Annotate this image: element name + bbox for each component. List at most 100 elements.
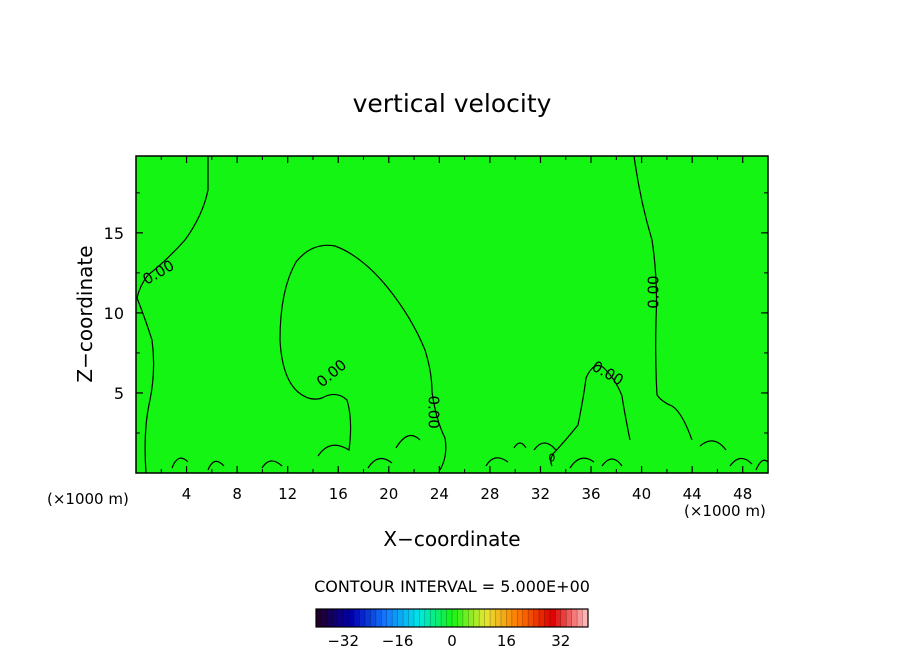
colorbar-segment <box>473 609 480 627</box>
colorbar-segment <box>375 609 382 627</box>
x-tick-label: 36 <box>581 485 600 503</box>
chart-title: vertical velocity <box>353 89 552 118</box>
colorbar-segment <box>321 609 328 627</box>
contour-label-5: 0 <box>548 452 555 465</box>
colorbar-segment <box>549 609 556 627</box>
colorbar-segment <box>359 609 366 627</box>
contour-line-15 <box>699 440 727 451</box>
velocity-field <box>136 156 768 473</box>
colorbar-segment <box>577 609 583 627</box>
colorbar-segment <box>381 609 388 627</box>
colorbar-segment <box>452 609 458 627</box>
contour-line-17 <box>755 459 769 471</box>
x-tick-label: 8 <box>232 485 242 503</box>
contour-line-0 <box>136 156 209 474</box>
y-tick-label: 5 <box>114 384 124 403</box>
contour-line-13 <box>569 457 595 469</box>
y-tick-label: 10 <box>104 304 124 323</box>
contour-line-7 <box>261 460 283 469</box>
contour-line-8 <box>367 457 393 469</box>
contour-line-6 <box>207 460 225 471</box>
colorbar-segment <box>343 609 350 627</box>
x-tick-label: 44 <box>683 485 702 503</box>
colorbar-segment <box>495 609 502 627</box>
y-axis-label: Z−coordinate <box>73 245 97 382</box>
x-tick-label: 12 <box>278 485 297 503</box>
colorbar-segment <box>435 609 442 627</box>
colorbar-segment <box>479 609 486 627</box>
contour-label-4: 0.00 <box>645 275 663 308</box>
colorbar-segment <box>392 609 398 627</box>
colorbar-tick-label: 0 <box>447 632 457 650</box>
contour-label-2: 0.00 <box>425 395 443 428</box>
contour-line-10 <box>485 457 509 467</box>
colorbar-segment <box>364 609 371 627</box>
colorbar-segment <box>413 609 420 627</box>
colorbar-segment <box>424 609 431 627</box>
colorbar-segment <box>560 609 567 627</box>
colorbar-segment <box>533 609 540 627</box>
x-axis-label: X−coordinate <box>383 527 520 551</box>
contour-line-14 <box>601 458 623 467</box>
x-tick-label: 4 <box>182 485 192 503</box>
colorbar-segment <box>506 609 513 627</box>
x-tick-label: 32 <box>531 485 550 503</box>
colorbar-segment <box>490 609 496 627</box>
y-tick-label: 15 <box>104 224 124 243</box>
colorbar-segment <box>522 609 529 627</box>
colorbar-segment <box>403 609 409 627</box>
contour-line-4 <box>551 365 631 456</box>
contour-line-12 <box>533 442 557 451</box>
x-tick-label: 16 <box>329 485 348 503</box>
colorbar-segment <box>571 609 578 627</box>
contour-line-9 <box>395 434 421 449</box>
x-tick-label: 24 <box>430 485 449 503</box>
colorbar-segment <box>386 609 393 627</box>
x-tick-label: 40 <box>632 485 651 503</box>
colorbar-segment <box>582 609 589 627</box>
x-tick-label: 48 <box>733 485 752 503</box>
plot-frame <box>135 155 769 474</box>
colorbar-tick-label: −16 <box>382 632 414 650</box>
colorbar-segment <box>517 609 524 627</box>
colorbar-segment <box>457 609 464 627</box>
y-axis-ticks: 5 10 15 <box>104 192 768 434</box>
colorbar-segment <box>500 609 507 627</box>
colorbar-segment <box>354 609 360 627</box>
colorbar-tick-labels: −32 −16 0 16 32 <box>327 632 570 650</box>
colorbar-tick-label: 16 <box>497 632 516 650</box>
zero-contour-lines <box>136 155 769 474</box>
colorbar-tick-label: 32 <box>551 632 570 650</box>
x-unit-left: (×1000 m) <box>47 490 129 508</box>
x-tick-label: 20 <box>379 485 398 503</box>
colorbar-segment <box>348 609 355 627</box>
colorbar-segment <box>484 609 491 627</box>
contour-interval-text: CONTOUR INTERVAL = 5.000E+00 <box>314 577 590 596</box>
colorbar-segment <box>419 609 426 627</box>
colorbar-segment <box>441 609 447 627</box>
contour-line-3 <box>633 155 693 441</box>
colorbar <box>315 608 589 628</box>
colorbar-segment <box>326 609 333 627</box>
contour-line-16 <box>729 457 753 467</box>
colorbar-segment <box>370 609 377 627</box>
colorbar-segment <box>468 609 475 627</box>
contour-line-2 <box>431 391 447 471</box>
colorbar-segment <box>332 609 339 627</box>
colorbar-segment <box>462 609 469 627</box>
contour-line-18 <box>550 453 554 467</box>
colorbar-segment <box>446 609 453 627</box>
plot-area: 0.000.000.000.000.000 4 8 12 16 20 24 28 32 36 40… <box>104 155 769 503</box>
contour-line-5 <box>171 457 189 469</box>
x-unit-right: (×1000 m) <box>684 502 766 520</box>
colorbar-segment <box>430 609 437 627</box>
colorbar-segment <box>544 609 551 627</box>
colorbar-segment <box>397 609 404 627</box>
colorbar-segment <box>528 609 534 627</box>
x-tick-label: 28 <box>480 485 499 503</box>
contour-line-11 <box>513 442 527 449</box>
x-axis-ticks: 4 8 12 16 20 24 28 32 36 40 44 48 <box>160 156 752 503</box>
colorbar-segment <box>555 609 562 627</box>
colorbar-segment <box>337 609 344 627</box>
